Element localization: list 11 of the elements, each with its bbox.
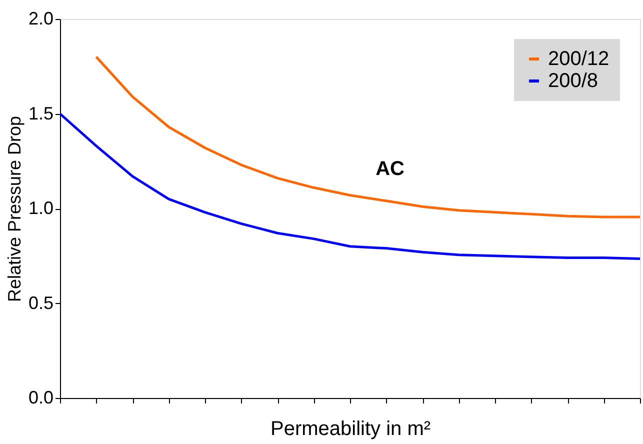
line-series bbox=[60, 112, 640, 260]
y-tick-label: 2.0 bbox=[28, 8, 54, 28]
y-tick-label: 1.5 bbox=[28, 103, 54, 124]
y-tick-label: 0.0 bbox=[28, 388, 54, 408]
y-tick-label: 1.0 bbox=[28, 198, 54, 218]
annotation: AC bbox=[376, 158, 404, 180]
y-tick-label: 0.5 bbox=[28, 292, 54, 313]
y-axis-title: Relative Pressure Drop bbox=[4, 116, 24, 302]
legend-label: 200/8 bbox=[548, 70, 598, 92]
x-axis-title: Permeability in m² bbox=[270, 418, 431, 440]
legend-label: 200/12 bbox=[548, 48, 610, 70]
